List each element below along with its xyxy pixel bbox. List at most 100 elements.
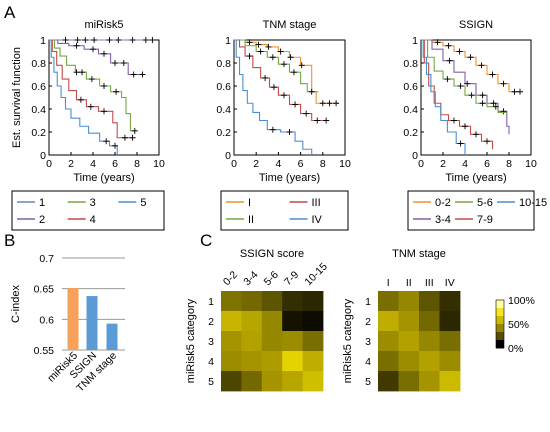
heatmap-cell [241, 311, 263, 332]
x-tick-label: 0 [231, 158, 237, 170]
y-tick-label: 0.8 [31, 58, 46, 70]
censor-mark [103, 138, 110, 145]
censor-mark [246, 39, 253, 46]
censor-mark [73, 42, 80, 49]
legend-label-II: II [248, 214, 254, 226]
panel-letter-c: C [200, 231, 212, 250]
heatmap-col-label: 7-9 [282, 269, 301, 288]
heatmap-cell [221, 291, 242, 312]
censor-mark [323, 117, 330, 124]
y-tick-label: 0.8 [216, 58, 231, 70]
heatmap-cell [221, 311, 242, 332]
heatmap-cell [221, 351, 242, 372]
x-tick-label: 10 [525, 158, 537, 170]
heatmap-row-label: 4 [208, 356, 214, 368]
censor-mark [500, 108, 507, 115]
survival-curve-7-9 [421, 39, 494, 150]
legend-label-0-2: 0-2 [435, 197, 451, 209]
censor-mark [314, 117, 321, 124]
censor-mark [457, 140, 464, 147]
censor-mark [500, 80, 507, 87]
survival-curve-2 [49, 39, 143, 76]
censor-mark [130, 71, 137, 78]
censor-mark [462, 123, 468, 130]
censor-mark [280, 61, 287, 68]
censor-mark [270, 84, 277, 91]
y-tick-label: 0.7 [39, 253, 54, 265]
legend-label-3: 3 [90, 197, 96, 209]
x-tick-label: 4 [275, 158, 281, 170]
legend-label-5: 5 [140, 197, 146, 209]
censor-mark [319, 100, 326, 107]
heatmap-cell [282, 291, 303, 312]
heatmap-row-label: 3 [365, 336, 371, 348]
panel-letter-b: B [4, 231, 15, 250]
colorbar-segment [496, 316, 504, 325]
censor-mark [511, 88, 518, 95]
censor-mark [129, 134, 136, 141]
x-tick-label: 6 [112, 158, 118, 170]
heatmap-row-label: 5 [208, 376, 214, 388]
survival-curve-I [234, 39, 339, 104]
censor-mark [478, 62, 485, 69]
censor-mark [149, 37, 156, 43]
heatmap-cell [419, 371, 440, 392]
heatmap-cell [378, 331, 399, 352]
heatmap-cell [398, 351, 420, 372]
heatmap-cell [282, 331, 303, 352]
heatmap-cell [241, 291, 263, 312]
heatmap-cell [419, 311, 440, 332]
censor-mark [303, 110, 310, 117]
censor-mark [112, 60, 118, 66]
km-plot-ssign: SSIGN 0 2 4 6 8 10 0 0.2 0.4 0.6 0.8 1 Time (years) 0-… [403, 19, 547, 231]
km-title: TNM stage [263, 19, 317, 31]
colorbar-segment [496, 332, 504, 341]
heatmap-cell [398, 291, 420, 312]
colorbar-frame [495, 299, 505, 349]
x-tick-label: 8 [320, 158, 326, 170]
panel-letter-a: A [4, 3, 16, 22]
y-tick-label: 1 [40, 35, 46, 47]
censor-mark [120, 60, 127, 66]
heatmap-cell [439, 331, 461, 352]
y-tick-label: 0.2 [403, 127, 418, 139]
survival-curve-III [234, 39, 327, 122]
x-tick-label: 6 [484, 158, 490, 170]
censor-mark [77, 96, 84, 103]
legend-box [407, 190, 535, 231]
legend-box [220, 190, 349, 231]
heatmap-cell [261, 291, 283, 312]
colorbar-segment [496, 300, 504, 309]
km-axes-box [233, 39, 346, 156]
censor-mark [79, 69, 85, 76]
censor-mark [112, 142, 118, 149]
censor-mark [326, 100, 333, 107]
censor-mark [246, 53, 253, 60]
x-tick-label: 2 [440, 158, 446, 170]
heatmap-col-label: 0-2 [221, 269, 240, 288]
heatmap-cell [439, 351, 461, 372]
y-tick-label: 0.6 [31, 81, 46, 93]
heatmap-cell [282, 311, 303, 332]
censor-mark [87, 103, 94, 110]
y-tick-label: 0.8 [403, 58, 418, 70]
censor-mark [479, 92, 486, 99]
censor-mark [121, 134, 128, 141]
heatmap-cell [241, 371, 263, 392]
y-axis-label: C-index [10, 285, 22, 323]
survival-curve-4 [49, 39, 133, 139]
y-tick-label: 0 [225, 150, 231, 162]
x-tick-label: 2 [68, 158, 74, 170]
legend-label-I: I [248, 197, 251, 209]
censor-mark [90, 46, 96, 53]
censor-mark [101, 50, 107, 57]
heatmap-row-label: 1 [365, 296, 371, 308]
heatmap-y-axis-label: miRisk5 category [342, 298, 354, 383]
censor-mark [139, 71, 146, 78]
x-tick-label: 6 [298, 158, 304, 170]
y-tick-label: 0.65 [34, 284, 55, 296]
y-tick-label: 0.2 [216, 127, 231, 139]
heatmap-cell [221, 331, 242, 352]
heatmap-cell [261, 311, 283, 332]
legend-label-IV: IV [312, 214, 323, 226]
